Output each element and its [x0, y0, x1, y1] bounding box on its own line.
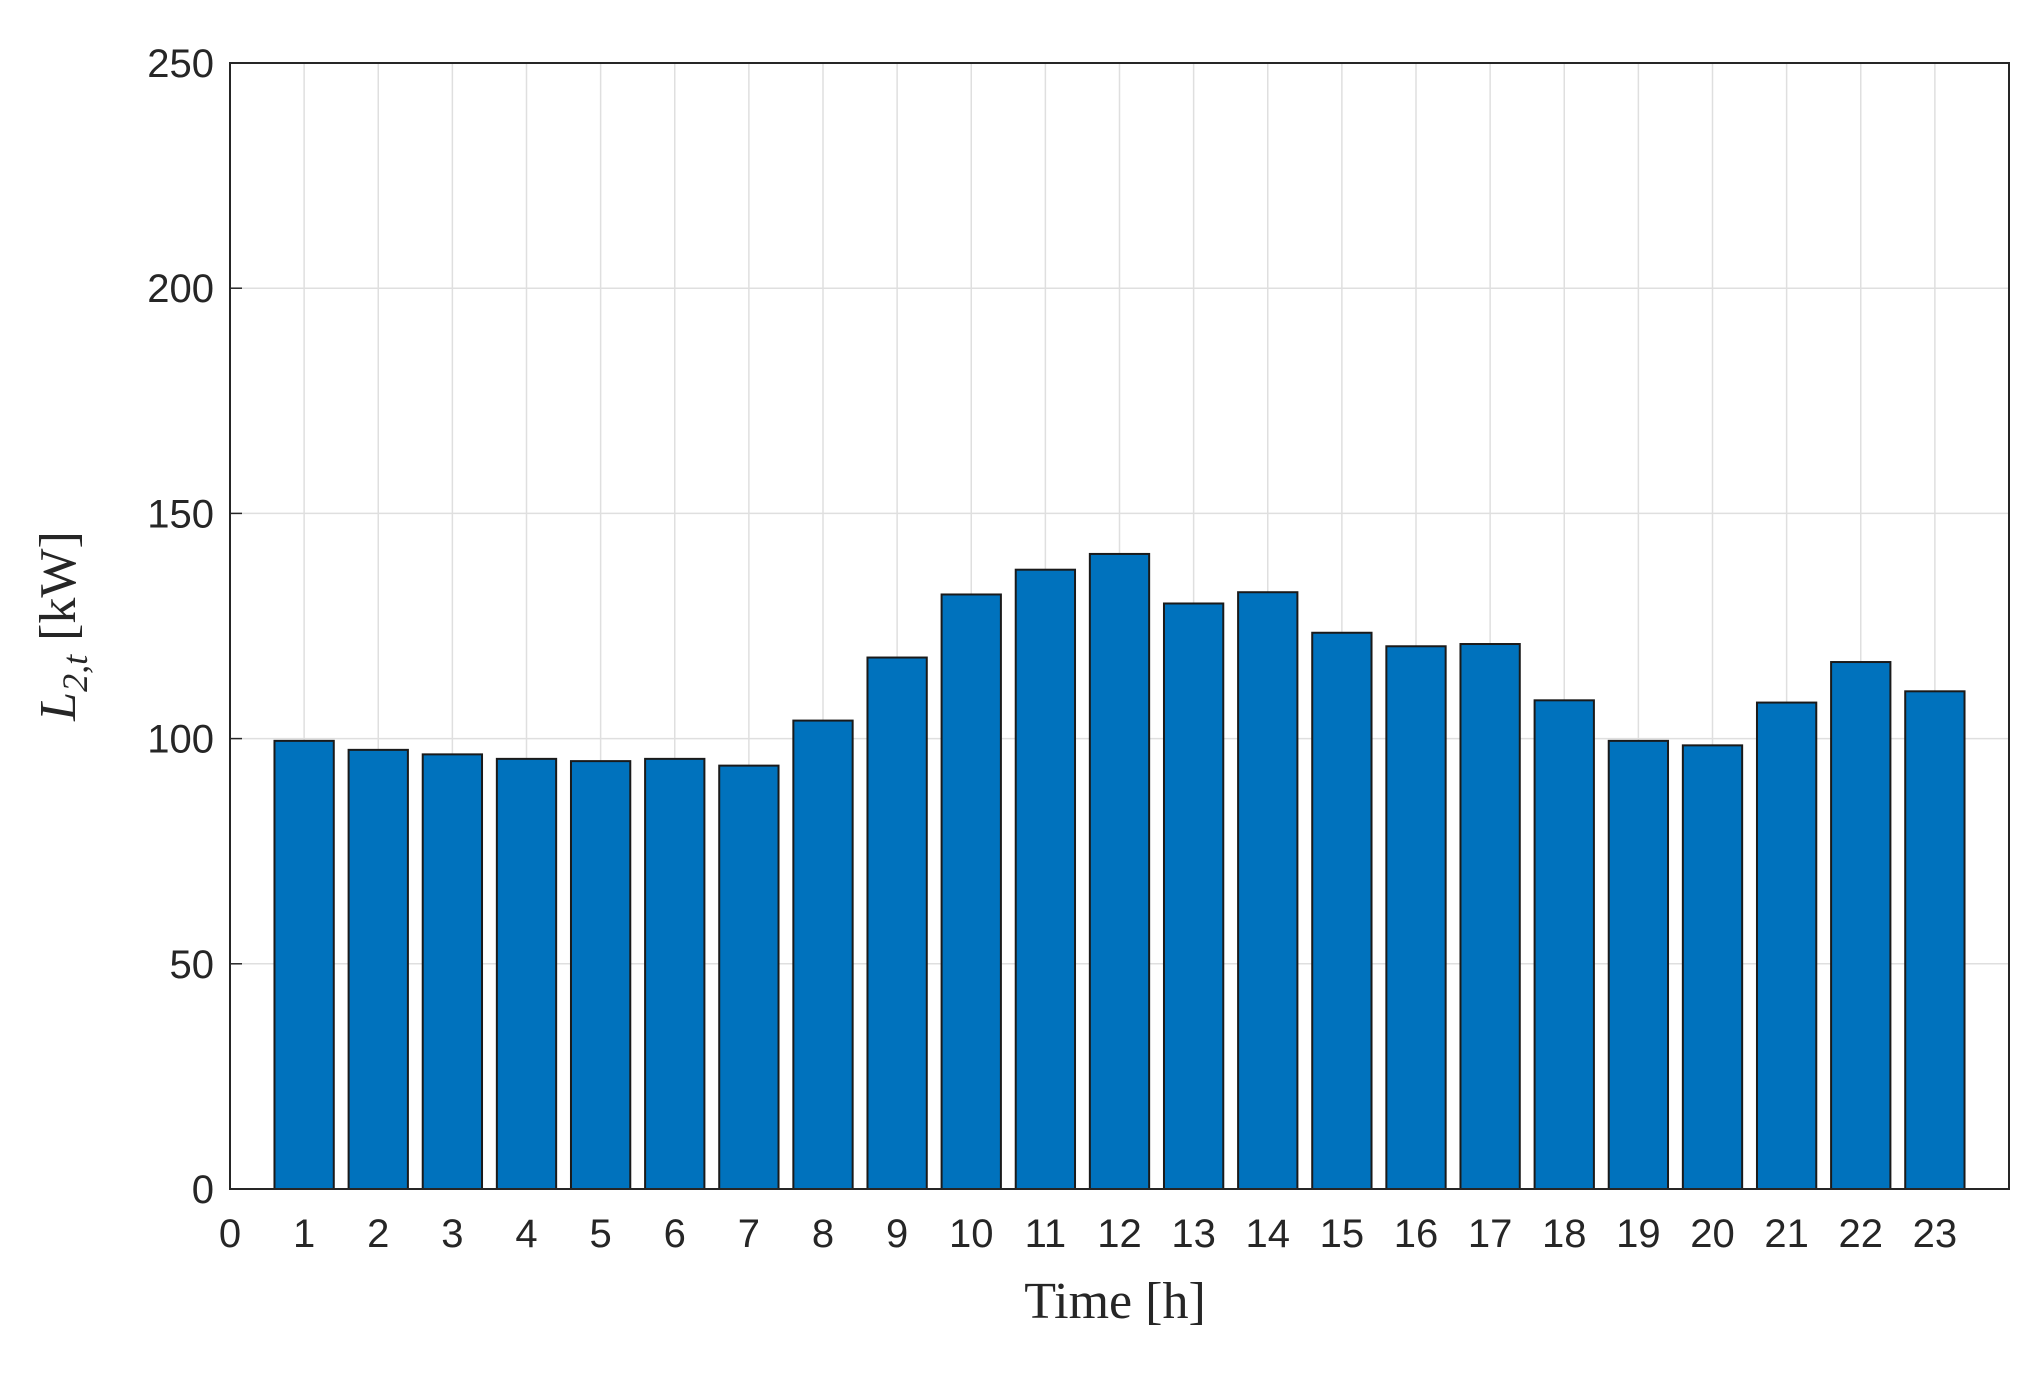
- bar: [644, 757, 706, 1190]
- x-tick-label: 1: [293, 1212, 315, 1256]
- y-tick-label: 200: [147, 267, 214, 311]
- x-tick-label: 9: [886, 1212, 908, 1256]
- x-tick-label: 6: [664, 1212, 686, 1256]
- x-tick-label: 14: [1246, 1212, 1291, 1256]
- bar: [1385, 645, 1447, 1190]
- x-tick-label: 7: [738, 1212, 760, 1256]
- bar: [1607, 739, 1670, 1190]
- x-tick-label: 19: [1616, 1212, 1661, 1256]
- x-tick-label: 22: [1839, 1212, 1884, 1256]
- x-tick-label: 2: [367, 1212, 389, 1256]
- y-tick-label: 150: [147, 492, 214, 536]
- y-label-subscript: 2,t: [55, 654, 95, 692]
- y-label-unit: [kW]: [30, 531, 87, 641]
- plot-frame: [229, 62, 2010, 1190]
- bar: [1088, 552, 1151, 1190]
- y-tick-label: 0: [192, 1168, 214, 1212]
- x-tick-label: 11: [1025, 1212, 1067, 1256]
- bar: [273, 739, 335, 1190]
- bar: [421, 753, 484, 1190]
- bar: [1681, 744, 1744, 1191]
- x-tick-label: 18: [1542, 1212, 1587, 1256]
- x-tick-label: 21: [1764, 1212, 1809, 1256]
- bar: [1014, 568, 1077, 1190]
- x-tick-label: 4: [515, 1212, 537, 1256]
- bar: [940, 593, 1002, 1190]
- bar: [866, 656, 928, 1190]
- x-tick-label: 5: [590, 1212, 612, 1256]
- bar: [1904, 690, 1966, 1190]
- x-tick-label: 13: [1171, 1212, 1216, 1256]
- x-tick-label: 15: [1320, 1212, 1365, 1256]
- bar: [495, 757, 558, 1190]
- bar: [718, 764, 780, 1191]
- x-tick-label: 23: [1913, 1212, 1958, 1256]
- y-tick-label: 100: [147, 718, 214, 762]
- bar: [347, 748, 409, 1190]
- bar: [1311, 631, 1373, 1190]
- bar: [1533, 699, 1595, 1190]
- y-tick-label: 50: [170, 943, 215, 987]
- bar: [569, 760, 632, 1190]
- y-tick-label: 250: [147, 42, 214, 86]
- x-tick-label: 17: [1468, 1212, 1513, 1256]
- x-tick-label: 16: [1394, 1212, 1439, 1256]
- bar: [1755, 701, 1818, 1190]
- bar: [1830, 661, 1892, 1190]
- x-tick-label: 10: [949, 1212, 994, 1256]
- bar: [1162, 602, 1225, 1190]
- y-axis-label: L2,t [kW]: [30, 531, 95, 722]
- y-label-symbol: L: [30, 692, 87, 722]
- x-tick-label: 0: [219, 1212, 241, 1256]
- x-tick-label: 20: [1690, 1212, 1735, 1256]
- x-tick-label: 8: [812, 1212, 834, 1256]
- x-tick-label: 3: [441, 1212, 463, 1256]
- bar: [1459, 643, 1521, 1190]
- x-axis-label: Time [h]: [1024, 1273, 1206, 1330]
- x-tick-label: 12: [1097, 1212, 1142, 1256]
- bar: [1237, 591, 1299, 1190]
- bar: [792, 719, 854, 1190]
